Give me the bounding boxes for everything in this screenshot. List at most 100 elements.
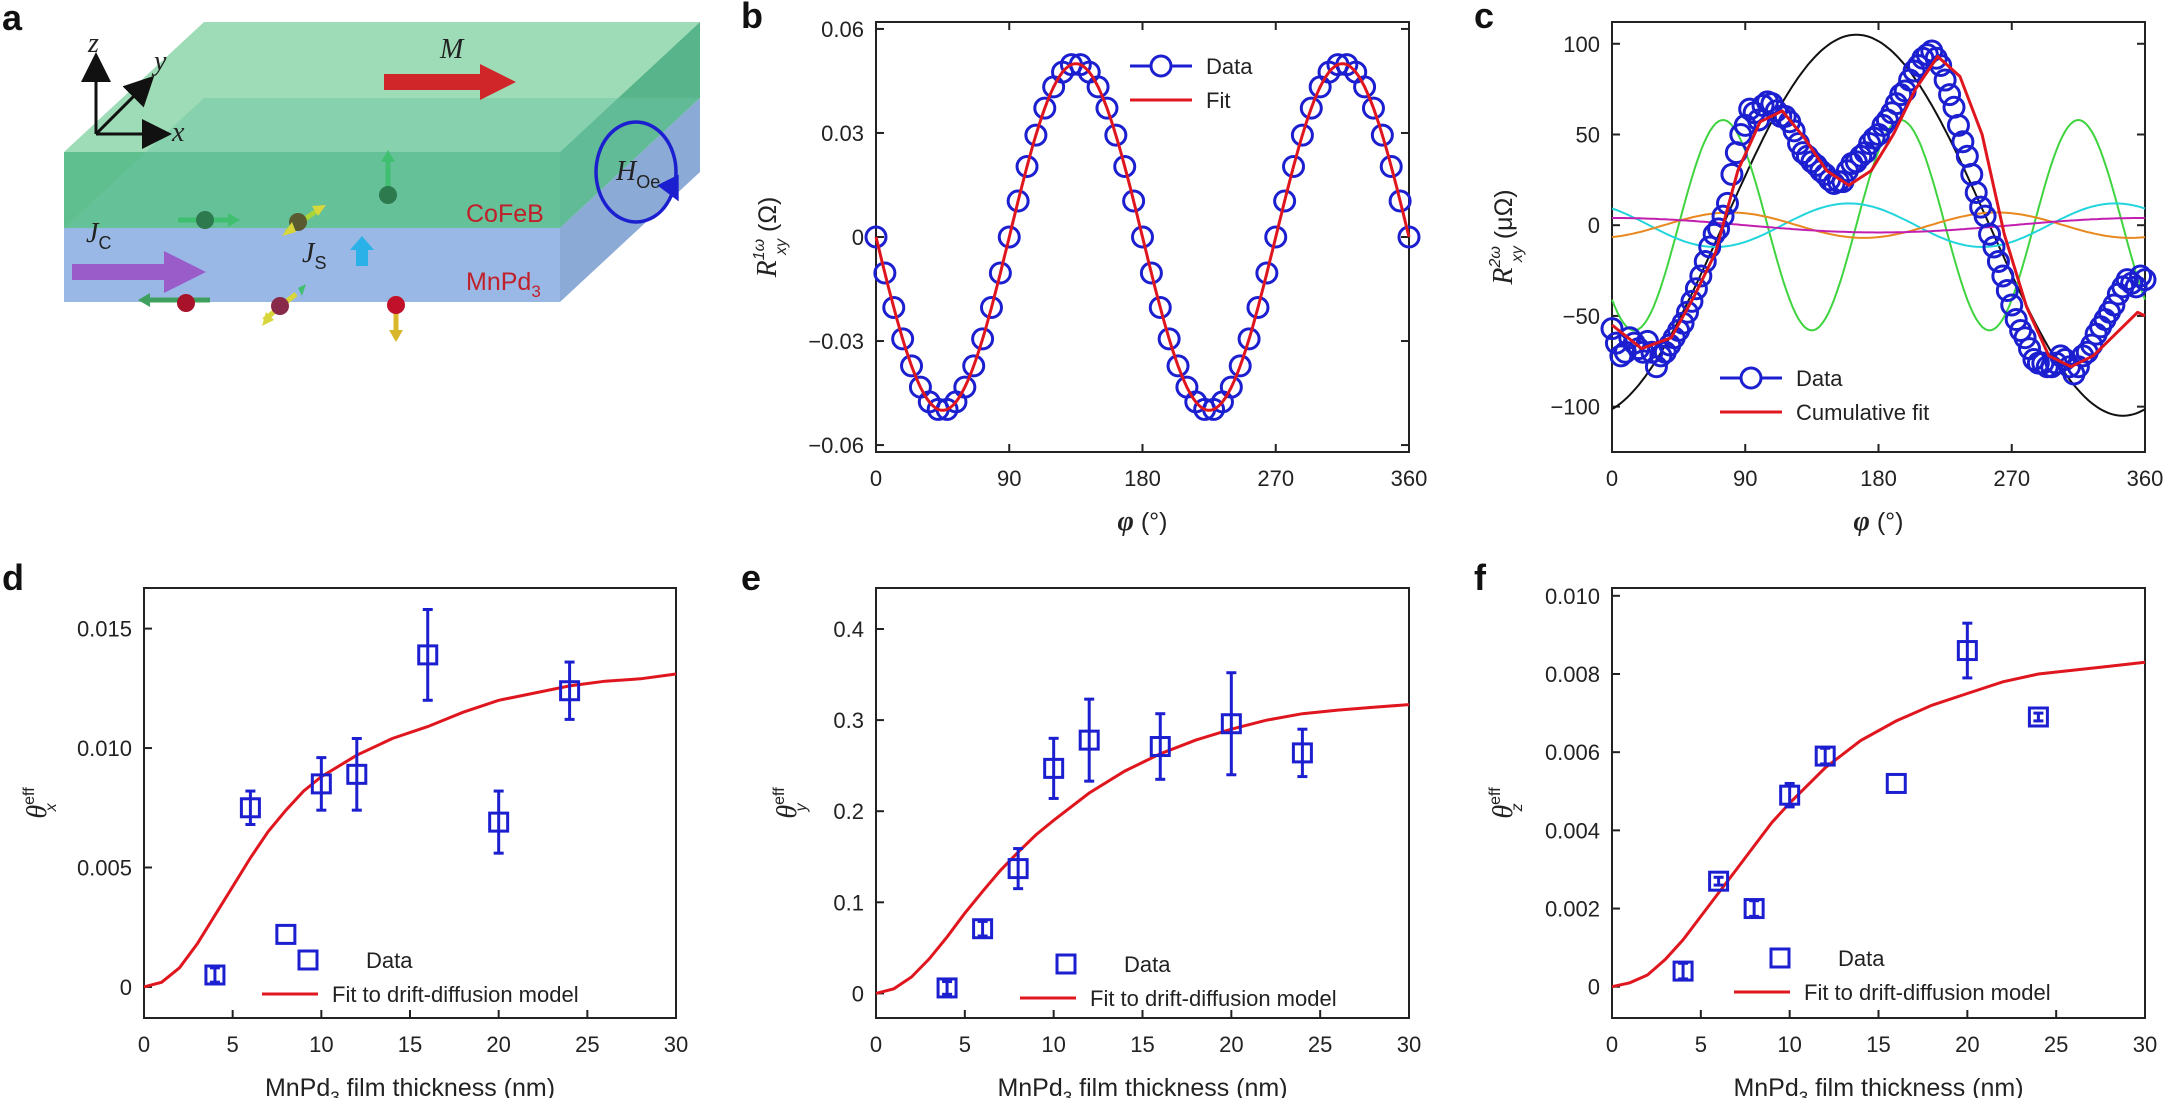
- data-point: [1933, 68, 1957, 92]
- legend: Data Cumulative fit: [1720, 366, 1929, 425]
- fit-line: [1611, 660, 2146, 989]
- data-point: [962, 354, 986, 378]
- y-axis-label: y: [151, 46, 167, 77]
- data-point: [1747, 108, 1771, 132]
- cofeb-label: CoFeB: [466, 200, 544, 228]
- x-axis-label: x: [171, 117, 185, 148]
- oersted-field-loop: [594, 120, 678, 224]
- x-tick-label: 0: [870, 1032, 882, 1057]
- y-tick-label: 0: [120, 975, 132, 1000]
- x-tick-label: 10: [1041, 1032, 1065, 1057]
- data-point: [873, 261, 897, 285]
- x-axis-label: MnPd3 film thickness (nm): [265, 1074, 555, 1098]
- data-point: [1264, 225, 1288, 249]
- data-point: [1255, 261, 1279, 285]
- data-point: [988, 261, 1012, 285]
- spin-symbols: [138, 150, 405, 342]
- data-point: [1033, 96, 1057, 120]
- data-point: [204, 964, 226, 986]
- data-point: [979, 296, 1003, 320]
- data-point: [1282, 154, 1306, 178]
- y-axis-label: θeffy: [771, 787, 810, 819]
- y-tick-label: −0.03: [808, 329, 864, 354]
- data-point: [346, 763, 368, 785]
- data-point: [2000, 293, 2024, 317]
- y-tick-label: −100: [1550, 395, 1600, 420]
- y-tick-label: 0: [1588, 975, 1600, 1000]
- panel-label-b: b: [741, 0, 763, 36]
- data-point: [1370, 123, 1394, 147]
- data-point: [1113, 154, 1137, 178]
- x-tick-label: 25: [1308, 1032, 1332, 1057]
- spin-current-arrow: [350, 236, 374, 266]
- data-point: [900, 354, 924, 378]
- panel-label-d: d: [2, 557, 24, 598]
- data-point: [559, 680, 581, 702]
- x-tick-label: 30: [1397, 1032, 1421, 1057]
- data-point: [1291, 742, 1313, 764]
- data-point: [1982, 235, 2006, 259]
- x-tick-label: 0: [138, 1032, 150, 1057]
- data-point: [1600, 317, 1624, 341]
- magnetization-label: M: [439, 34, 465, 65]
- y-tick-label: 0.010: [1545, 584, 1600, 609]
- x-tick-label: 0: [1606, 1032, 1618, 1057]
- x-tick-label: 25: [575, 1032, 599, 1057]
- y-tick-label: 0.004: [1545, 818, 1600, 843]
- panel-label-a: a: [2, 0, 23, 38]
- y-tick-label: 0.005: [77, 856, 132, 881]
- data-point: [1951, 130, 1975, 154]
- y-tick-label: 0.03: [821, 121, 864, 146]
- x-tick-label: 15: [398, 1032, 422, 1057]
- legend-data-marker: [297, 949, 319, 971]
- magnetization-arrow: [384, 64, 516, 100]
- data-point: [1684, 277, 1708, 301]
- data-point: [1043, 757, 1065, 779]
- chart-panel-e: e 0 5 10 15 20 25 30 0 0.1 0.2 0.3 0.4 MnPd3 film thi…: [741, 557, 1421, 1098]
- x-tick-label: 20: [1219, 1032, 1243, 1057]
- data-point: [310, 773, 332, 795]
- data-point: [417, 644, 439, 666]
- cumulative-fit-line: [1611, 55, 2146, 369]
- legend-data-marker: [1149, 54, 1173, 78]
- data-point: [1015, 154, 1039, 178]
- data-point: [1086, 75, 1110, 99]
- data-point: [1353, 75, 1377, 99]
- data-point: [1991, 264, 2015, 288]
- x-tick-label: 90: [997, 466, 1021, 491]
- data-point: [1157, 327, 1181, 351]
- data-point: [1078, 729, 1100, 751]
- data-point: [1166, 354, 1190, 378]
- chart-panel-b: b 0 90 180 270 360 −0.06 −0.03 0 0.03 0.06 φ (°) R1ω…: [741, 0, 1427, 537]
- data-point: [1148, 296, 1172, 320]
- x-tick-label: 20: [1955, 1032, 1979, 1057]
- data-point: [275, 923, 297, 945]
- y-axis-label: R1ω xy (Ω): [751, 197, 790, 279]
- x-tick-label: 30: [664, 1032, 688, 1057]
- y-axis-arrow: [94, 75, 155, 136]
- mnpd3-label: MnPd3: [466, 268, 541, 301]
- data-point: [1237, 327, 1261, 351]
- legend-fit-label: Fit: [1206, 88, 1230, 113]
- data-point: [1964, 181, 1988, 205]
- x-tick-label: 5: [959, 1032, 971, 1057]
- data-point: [1708, 870, 1730, 892]
- data-point: [1007, 858, 1029, 880]
- x-tick-label: 0: [870, 466, 882, 491]
- y-axis-label: θeffx: [21, 787, 60, 819]
- x-tick-label: 270: [1257, 466, 1294, 491]
- oersted-field-label: HOe: [615, 156, 660, 192]
- x-tick-label: 15: [1866, 1032, 1890, 1057]
- data-point: [1299, 96, 1323, 120]
- fit-line: [875, 703, 1410, 995]
- y-tick-label: 100: [1563, 32, 1600, 57]
- data-point: [1220, 713, 1242, 735]
- data-point: [1720, 162, 1744, 186]
- y-tick-label: −0.06: [808, 433, 864, 458]
- x-tick-label: 270: [1993, 466, 2030, 491]
- legend-data-marker: [1739, 366, 1763, 390]
- data-point: [488, 811, 510, 833]
- mnpd3-side-face: [560, 98, 700, 302]
- data-point: [1397, 225, 1421, 249]
- data-point: [1986, 249, 2010, 273]
